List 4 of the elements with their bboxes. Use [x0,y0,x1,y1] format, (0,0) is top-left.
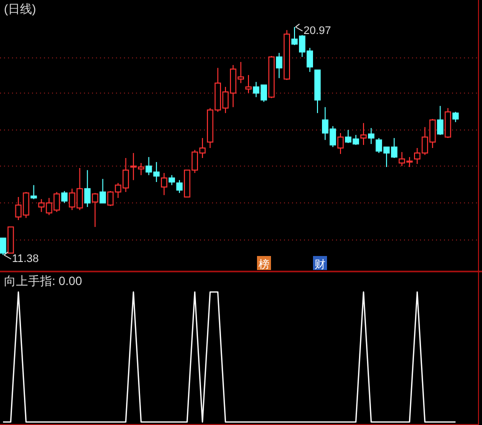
chart-title: (日线) [4,2,36,16]
annotation: 20.97 [303,25,332,37]
annotation: 11.38 [12,253,39,265]
chart-title: 向上手指: 0.00 [4,274,82,288]
